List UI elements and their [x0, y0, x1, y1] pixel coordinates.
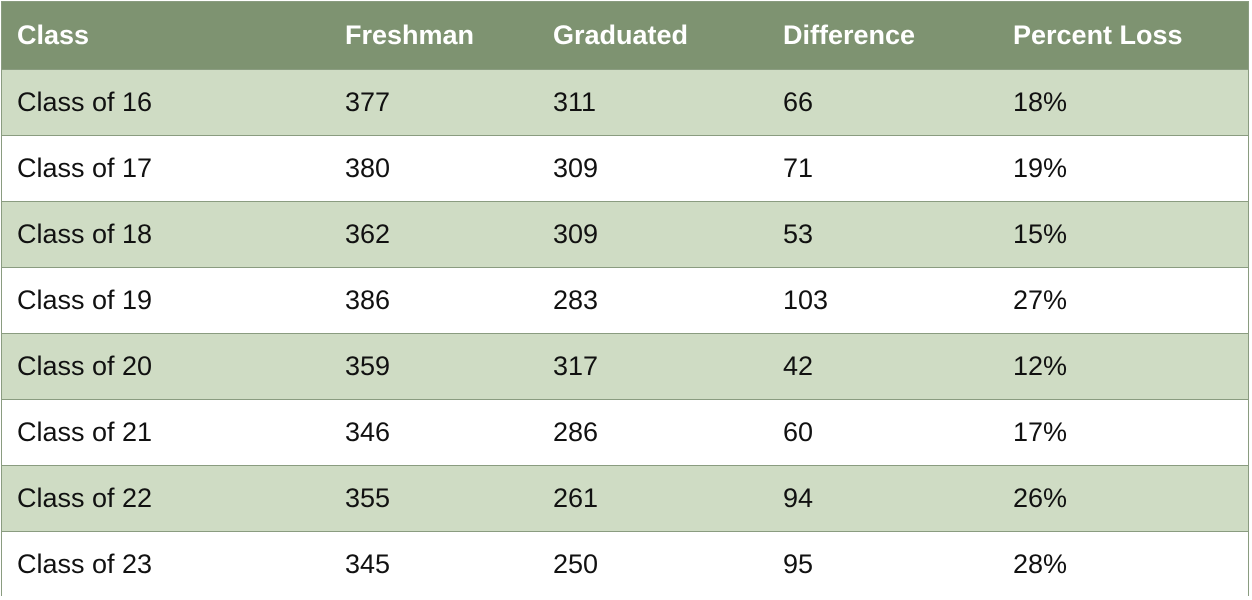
table-row: Class of 17 380 309 71 19%	[2, 135, 1248, 201]
table-cell: Class	[17, 20, 90, 50]
table-cell: 261	[553, 483, 599, 513]
table-cell: 362	[345, 219, 391, 249]
table-cell: 71	[783, 153, 814, 183]
table-row: Class of 22 355 261 94 26%	[2, 465, 1248, 531]
table-cell: 103	[783, 285, 829, 315]
table-cell: 17%	[1013, 417, 1068, 447]
table-cell: Class of 21	[17, 417, 153, 447]
table-cell: 355	[345, 483, 391, 513]
table-cell: 18%	[1013, 87, 1068, 117]
header-row: Class Freshman Graduated Difference Percent …	[2, 2, 1248, 69]
table-cell: Class of 16	[17, 87, 153, 117]
table-row: Class of 18 362 309 53 15%	[2, 201, 1248, 267]
table-cell: 359	[345, 351, 391, 381]
table-cell: 15%	[1013, 219, 1068, 249]
table-cell: 60	[783, 417, 814, 447]
table-cell: 250	[553, 549, 599, 579]
table-cell: Class of 23	[17, 549, 153, 579]
table-cell: 19%	[1013, 153, 1068, 183]
table-cell: 309	[553, 219, 599, 249]
table-cell: Class of 19	[17, 285, 153, 315]
table-row: Class of 16 377 311 66 18%	[2, 69, 1248, 135]
table-cell: Percent Loss	[1013, 20, 1183, 50]
table-cell: 95	[783, 549, 814, 579]
table-cell: 346	[345, 417, 391, 447]
table-cell: Difference	[783, 20, 916, 50]
table-cell: Graduated	[553, 20, 689, 50]
table-cell: 66	[783, 87, 814, 117]
table-cell: 53	[783, 219, 814, 249]
table-cell: Class of 18	[17, 219, 153, 249]
table-row: Class of 21 346 286 60 17%	[2, 399, 1248, 465]
table-cell: 345	[345, 549, 391, 579]
table-cell: 26%	[1013, 483, 1068, 513]
table-row: Class of 19 386 283 103 27%	[2, 267, 1248, 333]
table-cell: 386	[345, 285, 391, 315]
table-cell: Class of 22	[17, 483, 153, 513]
table-cell: 94	[783, 483, 814, 513]
table-cell: 317	[553, 351, 599, 381]
table-cell: 377	[345, 87, 391, 117]
table-cell: 42	[783, 351, 814, 381]
table-cell: Class of 17	[17, 153, 153, 183]
table-cell: 286	[553, 417, 599, 447]
table-cell: 309	[553, 153, 599, 183]
table-row: Class of 23 345 250 95 28%	[2, 531, 1248, 597]
table-row: Class of 20 359 317 42 12%	[2, 333, 1248, 399]
table-cell: 283	[553, 285, 599, 315]
table-cell: Class of 20	[17, 351, 153, 381]
table-cell: 28%	[1013, 549, 1068, 579]
table-cell: Freshman	[345, 20, 475, 50]
table-cell: 12%	[1013, 351, 1068, 381]
table-cell: 27%	[1013, 285, 1068, 315]
table-cell: 380	[345, 153, 391, 183]
table-cell: 311	[553, 87, 597, 117]
